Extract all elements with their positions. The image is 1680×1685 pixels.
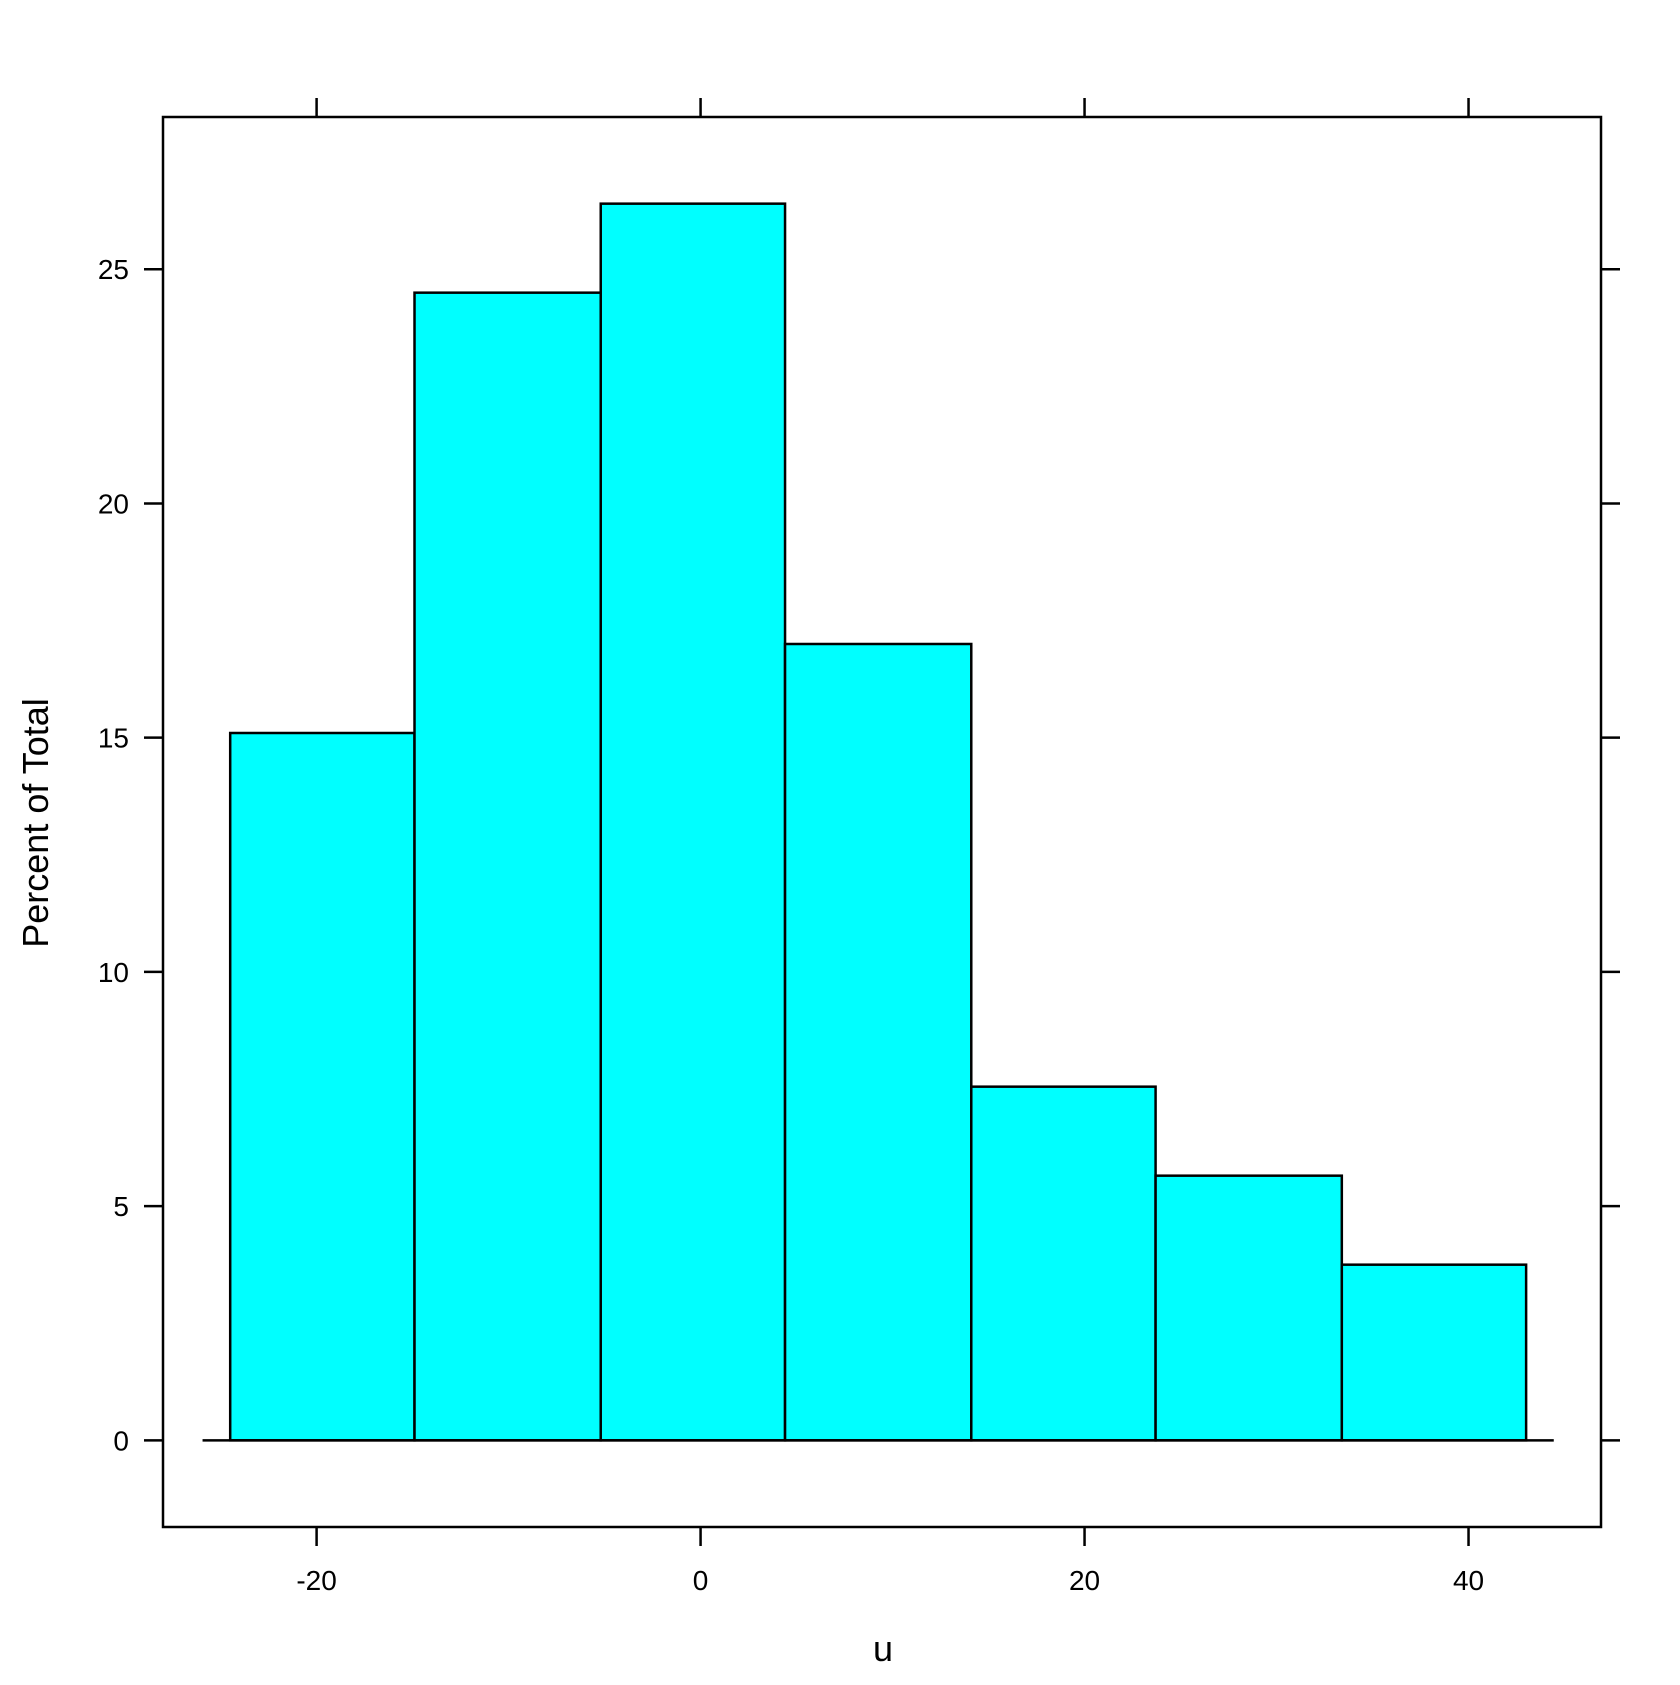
histogram-bar-2: [413, 291, 602, 1442]
histogram-bar-6: [1154, 1174, 1344, 1442]
histogram-bar-4: [783, 642, 973, 1442]
x-tick-label: -20: [296, 1565, 336, 1596]
histogram-bar-7: [1340, 1263, 1528, 1442]
bars-layer: [228, 202, 1528, 1442]
histogram-bar-5: [970, 1085, 1157, 1442]
plot-frame: [161, 115, 1603, 1529]
y-tick-label: 15: [98, 723, 129, 754]
x-tick-label: 40: [1453, 1565, 1484, 1596]
y-tick-label: 0: [113, 1425, 129, 1456]
ticks-layer: -20 0 20 40 0 5 10 15 20 25: [98, 98, 1620, 1596]
y-tick-label: 10: [98, 957, 129, 988]
y-axis-title: Percent of Total: [15, 698, 56, 948]
x-tick-label: 0: [693, 1565, 709, 1596]
x-axis-title: u: [873, 1628, 893, 1669]
histogram-bar-3: [599, 202, 787, 1442]
x-tick-label: 20: [1069, 1565, 1100, 1596]
y-tick-label: 20: [98, 488, 129, 519]
histogram-bar-1: [228, 731, 416, 1442]
y-tick-label: 25: [98, 254, 129, 285]
y-tick-label: 5: [113, 1191, 129, 1222]
